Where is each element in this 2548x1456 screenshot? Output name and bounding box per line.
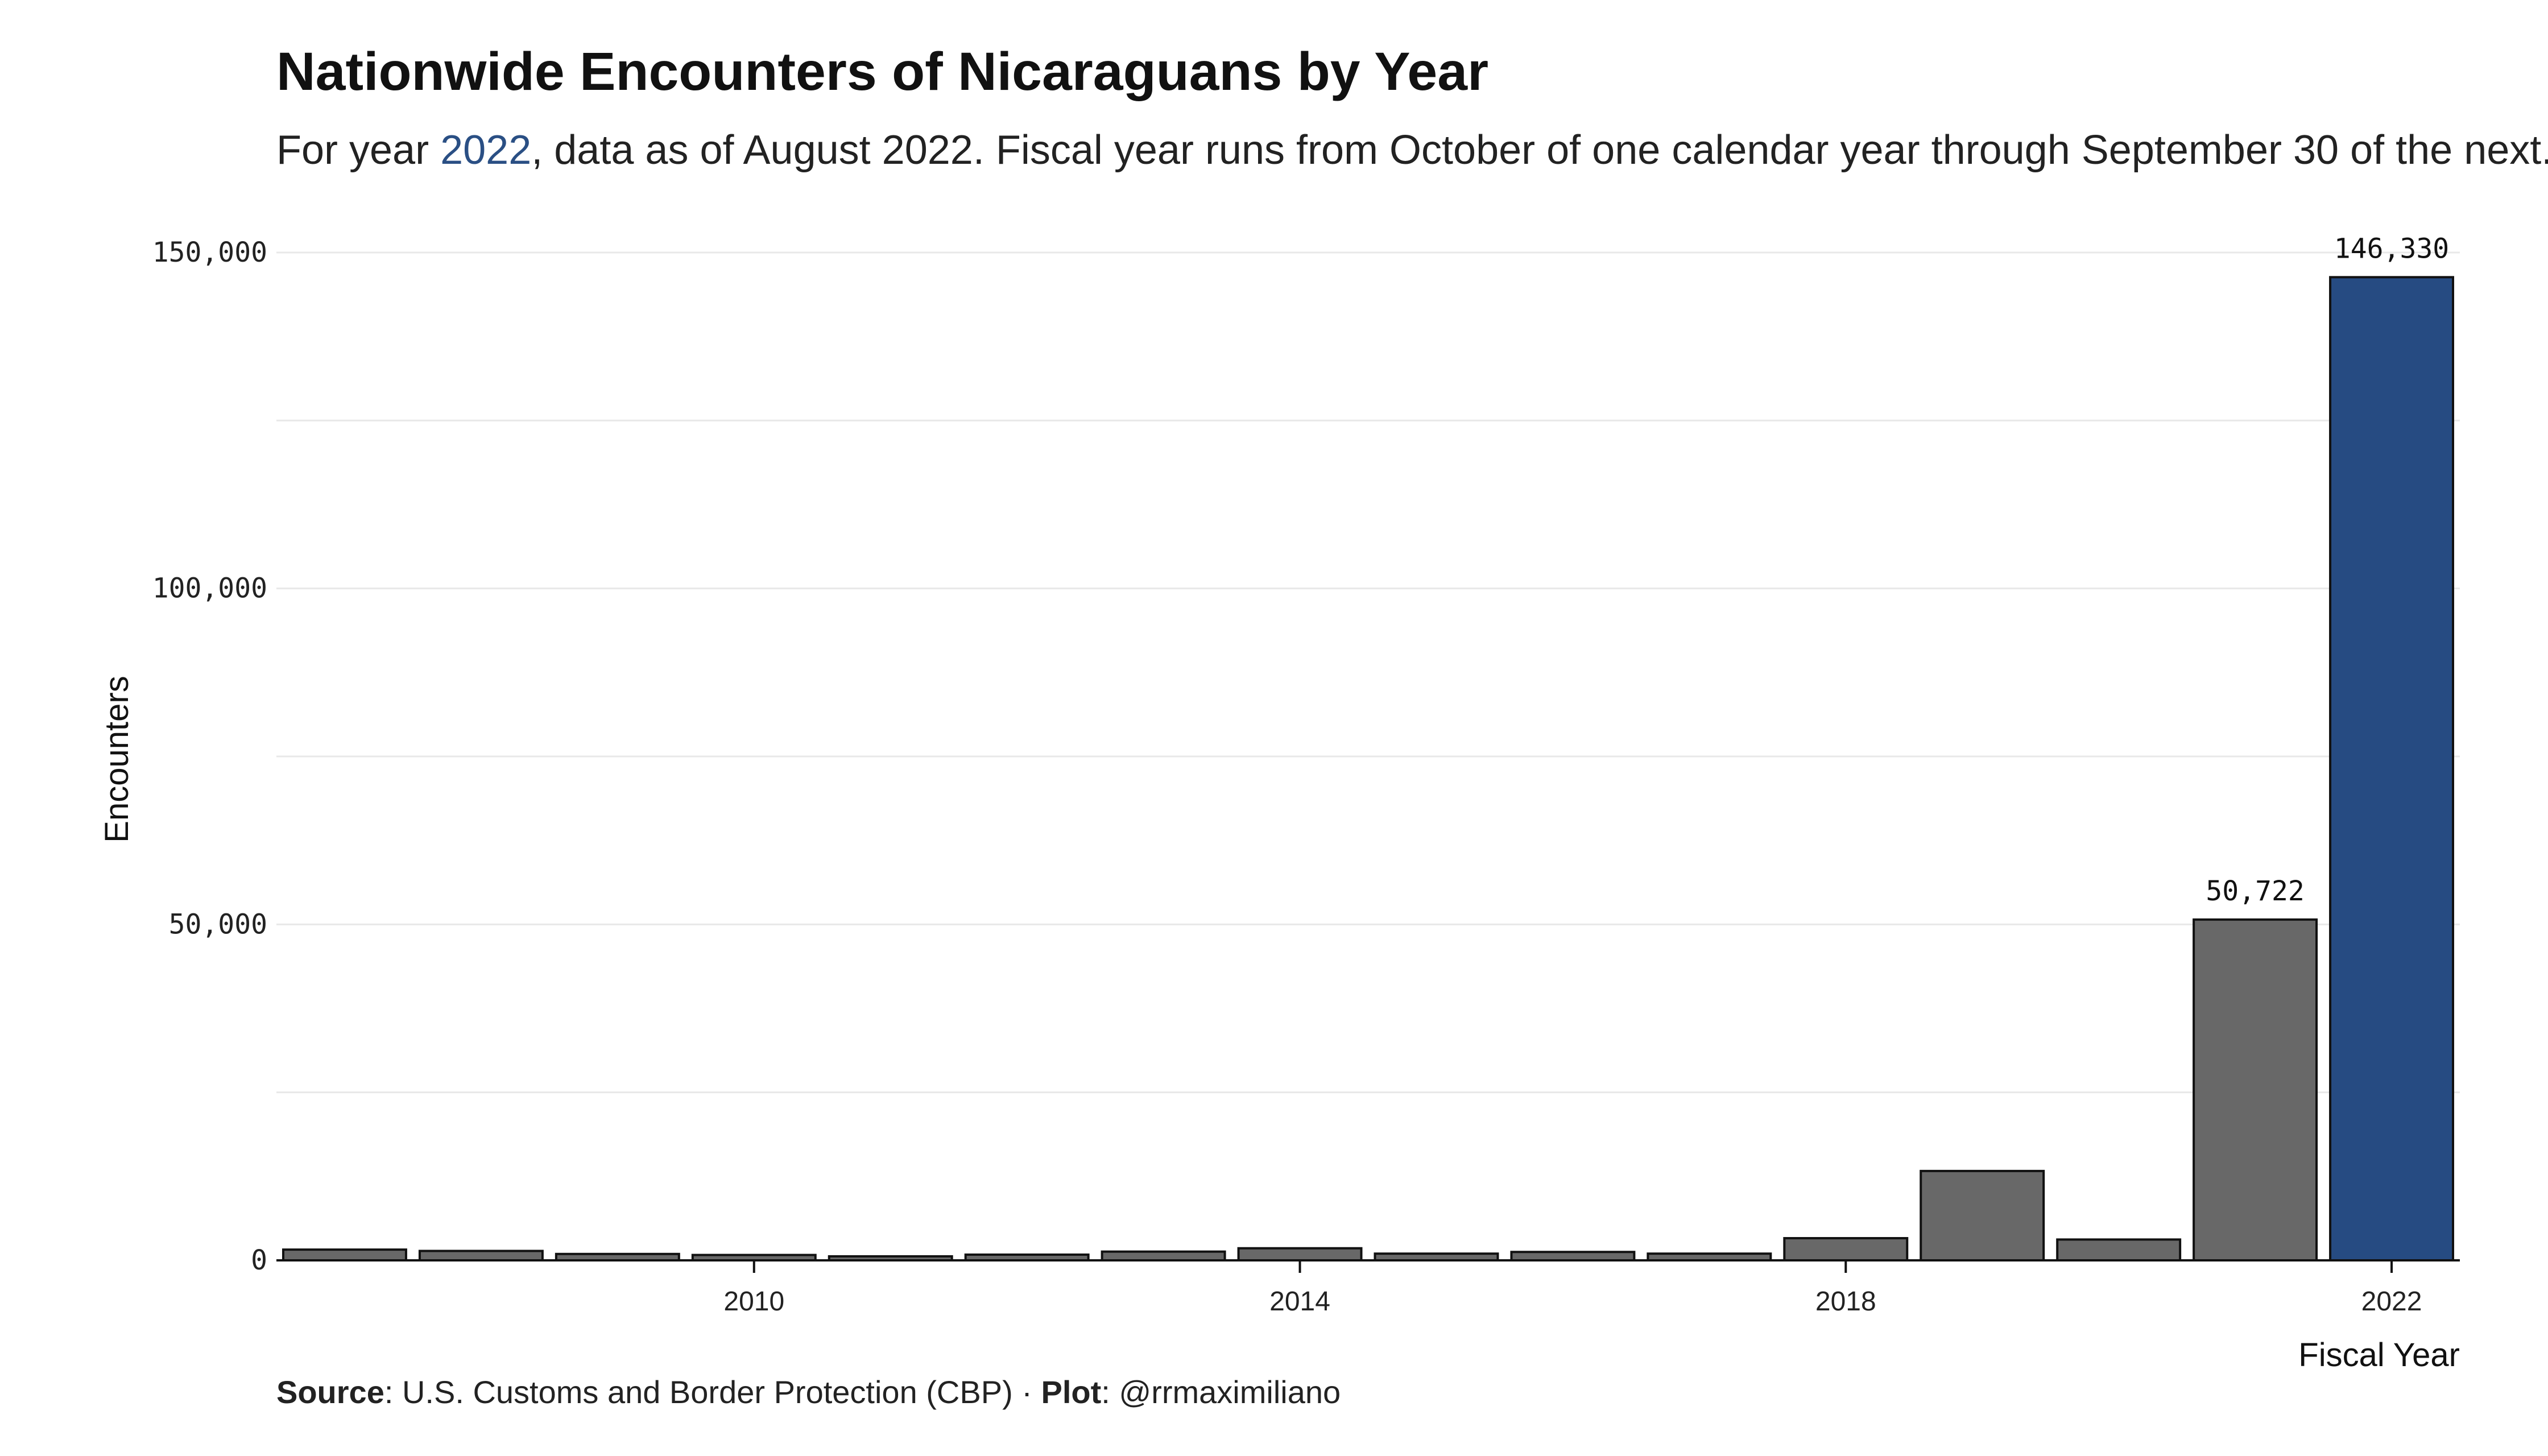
y-tick-label: 0: [251, 1244, 267, 1276]
y-axis-ticks: 0 50,000 100,000 150,000: [152, 237, 267, 1276]
bar-2021: [2193, 918, 2318, 1261]
gridlines: [276, 251, 2460, 1094]
y-tick-label: 150,000: [152, 237, 267, 268]
caption-plot-label: Plot: [1041, 1374, 1101, 1410]
caption-plot-text: : @rrmaximiliano: [1101, 1374, 1341, 1410]
x-tick-label: 2014: [1269, 1287, 1330, 1317]
y-tick-label: 50,000: [169, 908, 267, 940]
x-axis-label: Fiscal Year: [2298, 1337, 2460, 1374]
data-label-2021: 50,722: [2206, 875, 2304, 907]
data-labels: 50,722 146,330: [2206, 233, 2449, 907]
bar-2022: [2329, 276, 2455, 1261]
bar-2020: [2056, 1238, 2182, 1261]
chart-subtitle: For year 2022, data as of August 2022. F…: [276, 127, 2548, 173]
data-label-2022: 146,330: [2334, 233, 2449, 264]
y-tick-label: 100,000: [152, 573, 267, 605]
y-axis-label: Encounters: [98, 676, 135, 842]
bar-2007: [282, 1248, 407, 1261]
x-tick-label: 2010: [723, 1287, 784, 1317]
x-axis-ticks: 2010 2014 2018 2022: [723, 1260, 2422, 1317]
subtitle-prefix: For year: [276, 127, 440, 173]
x-tick-label: 2022: [2361, 1287, 2422, 1317]
bar-2013: [1101, 1250, 1226, 1261]
chart-title: Nationwide Encounters of Nicaraguans by …: [276, 42, 1488, 102]
bar-2018: [1783, 1237, 1909, 1262]
caption-source-text: : U.S. Customs and Border Protection (CB…: [384, 1374, 1041, 1410]
bar-2008: [418, 1250, 544, 1262]
caption-source-label: Source: [276, 1374, 384, 1410]
bar-2016: [1510, 1251, 1636, 1262]
x-tick-label: 2018: [1815, 1287, 1876, 1317]
subtitle-suffix: , data as of August 2022. Fiscal year ru…: [531, 127, 2548, 173]
chart-caption: Source: U.S. Customs and Border Protecti…: [276, 1374, 1341, 1410]
bar-2019: [1920, 1169, 2045, 1261]
bars: [276, 276, 2460, 1262]
subtitle-highlight-year: 2022: [440, 127, 531, 173]
bar-2014: [1237, 1247, 1363, 1262]
